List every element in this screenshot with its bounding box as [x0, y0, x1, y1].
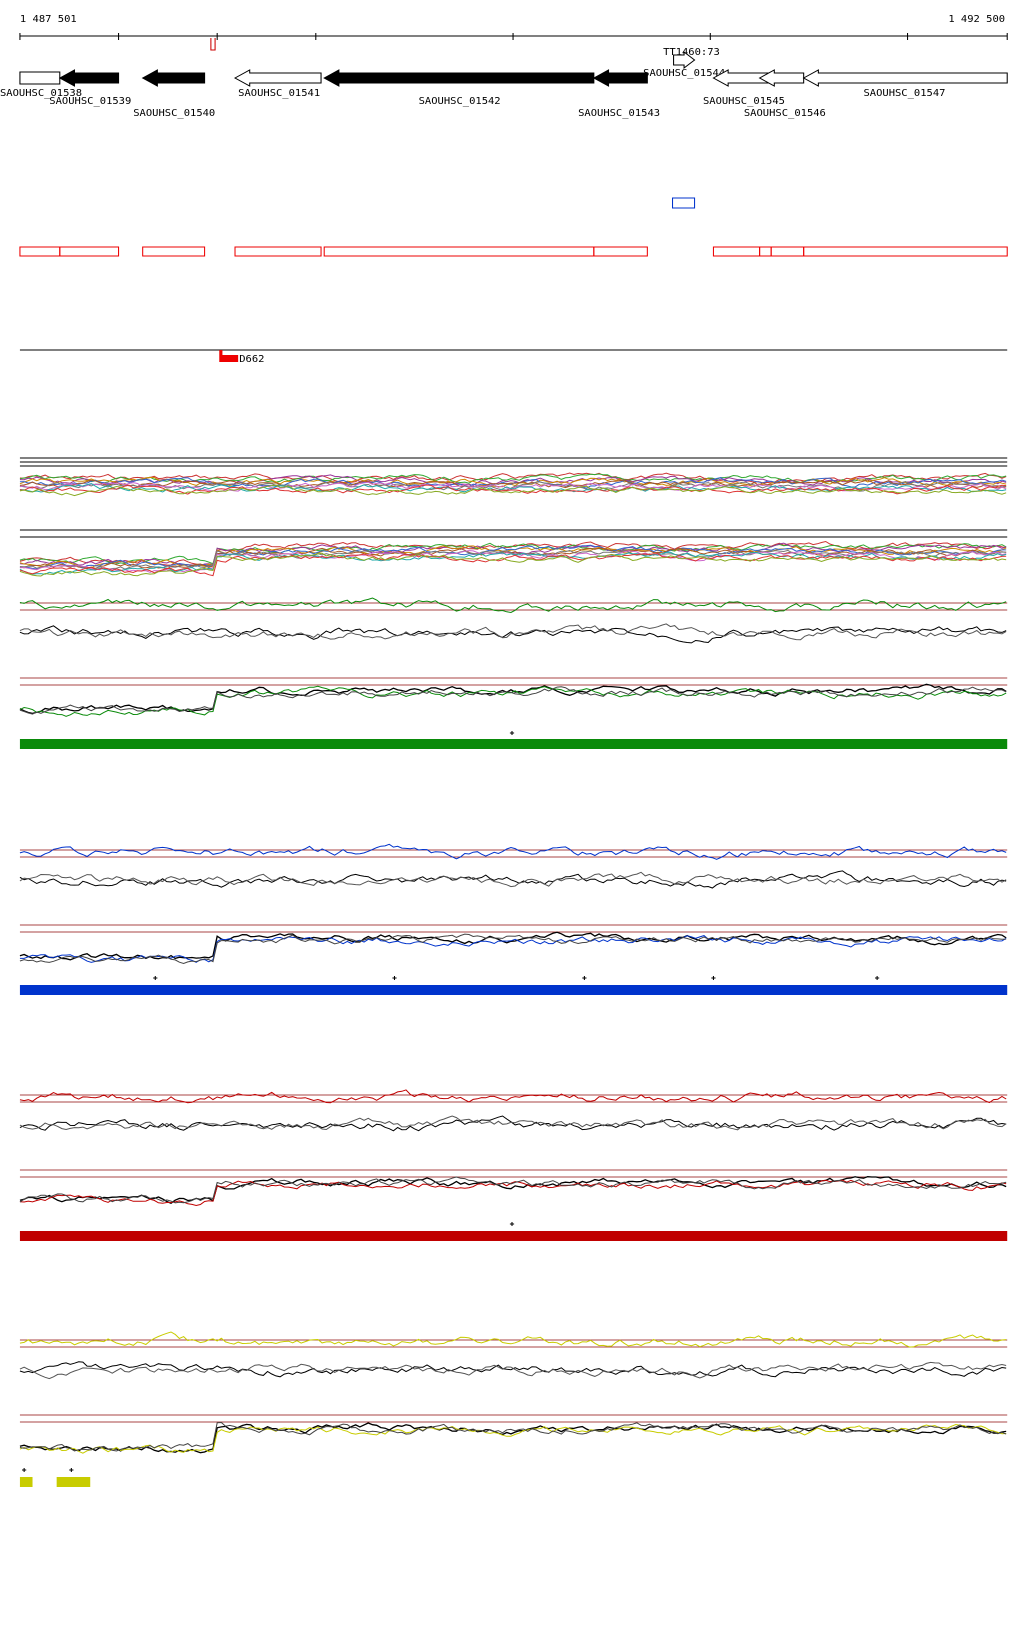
signal-line: [19, 547, 1007, 570]
strand-marker: [392, 976, 397, 980]
signal-line: [19, 1422, 1007, 1454]
coverage-bar: [19, 985, 1008, 995]
gene-label: SAOUHSC_01541: [238, 87, 320, 99]
signal-line: [19, 553, 1007, 577]
gene-label: SAOUHSC_01543: [578, 107, 660, 119]
gene-label: SAOUHSC_01540: [133, 107, 215, 119]
signal-line: [19, 871, 1007, 888]
cds-box: [323, 246, 595, 257]
cds-box: [234, 246, 322, 257]
ruler-start: 1 487 501: [20, 13, 77, 25]
cds-box: [19, 246, 61, 257]
cds-box: [803, 246, 1008, 257]
signal-line: [19, 552, 1007, 577]
strand-marker: [582, 976, 587, 980]
signal-line: [19, 933, 1007, 965]
signal-line: [19, 1421, 1007, 1452]
gene-arrow: [758, 69, 805, 87]
signal-line: [19, 597, 1007, 614]
gene-arrow: [592, 69, 648, 87]
gene-arrow: [673, 50, 696, 70]
gene-label: SAOUHSC_01538: [0, 87, 82, 99]
strand-marker: [509, 731, 515, 735]
signal-line: [19, 474, 1007, 487]
strand-marker: [875, 976, 880, 980]
signal-line: [19, 549, 1007, 570]
gene-arrow: [141, 69, 206, 87]
gene-label: SAOUHSC_01542: [419, 95, 501, 107]
signal-line: [19, 473, 1007, 484]
ruler-feature: [210, 38, 216, 51]
gene-label: SAOUHSC_01545: [703, 95, 785, 107]
gene-label: SAOUHSC_01539: [49, 95, 131, 107]
strand-marker: [153, 976, 158, 980]
signal-line: [19, 484, 1007, 497]
signal-line: [19, 479, 1007, 489]
gene-label: SAOUHSC_01547: [863, 87, 945, 99]
signal-line: [19, 1176, 1007, 1204]
signal-line: [19, 870, 1007, 889]
signal-line: [19, 686, 1007, 715]
signal-line: [19, 1331, 1007, 1348]
gene-arrow: [58, 69, 120, 87]
coverage-bar: [19, 739, 1008, 749]
gene-arrow: [19, 71, 61, 85]
terminator-label: TT1460:73: [663, 46, 720, 58]
signal-line: [19, 843, 1007, 860]
variant-label: D662: [239, 353, 264, 365]
cds-box: [770, 246, 805, 257]
signal-line: [19, 935, 1007, 963]
blue-feature: [672, 197, 696, 209]
signal-line: [19, 1115, 1007, 1132]
strand-marker: [22, 1468, 27, 1472]
signal-line: [19, 1361, 1007, 1380]
gene-arrow: [233, 69, 322, 87]
variant-mark: [219, 350, 239, 362]
signal-line: [19, 544, 1007, 570]
signal-line: [19, 1423, 1007, 1454]
signal-line: [19, 623, 1007, 641]
coverage-bar: [19, 1477, 33, 1487]
coverage-bar: [19, 1231, 1008, 1241]
signal-line: [19, 542, 1007, 565]
gene-arrow: [323, 69, 595, 87]
signal-line: [19, 1115, 1007, 1131]
cds-box: [142, 246, 206, 257]
cds-box: [759, 246, 772, 257]
coverage-bar: [56, 1477, 91, 1487]
gene-label: SAOUHSC_01546: [744, 107, 826, 119]
gene-arrow: [802, 69, 1008, 87]
cds-box: [593, 246, 648, 257]
strand-marker: [711, 976, 716, 980]
signal-line: [19, 1089, 1007, 1104]
strand-marker: [509, 1222, 515, 1226]
strand-marker: [69, 1468, 74, 1472]
gene-label: SAOUHSC_01544: [643, 67, 725, 79]
cds-box: [59, 246, 120, 257]
cds-box: [712, 246, 761, 257]
ruler-end: 1 492 500: [948, 13, 1005, 25]
